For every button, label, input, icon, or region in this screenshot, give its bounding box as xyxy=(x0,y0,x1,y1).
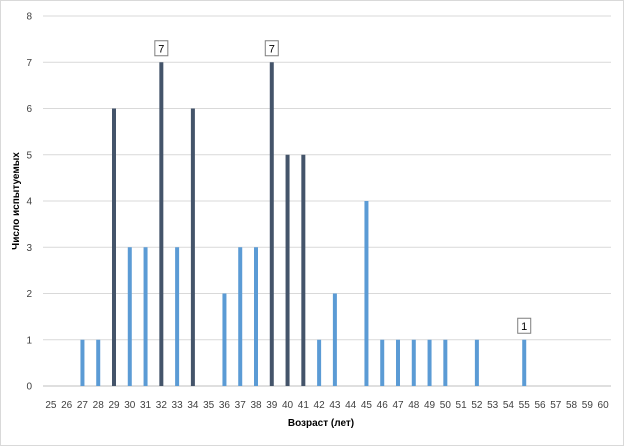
x-tick-label: 58 xyxy=(566,400,578,411)
bars xyxy=(80,62,527,386)
x-axis-title: Возраст (лет) xyxy=(288,418,354,429)
data-label: 7 xyxy=(264,40,279,57)
x-tick-label: 41 xyxy=(298,400,310,411)
y-tick-label: 0 xyxy=(26,382,32,393)
x-tick-label: 45 xyxy=(361,400,373,411)
x-tick-label: 28 xyxy=(93,400,105,411)
bar xyxy=(317,339,322,386)
x-tick-label: 26 xyxy=(61,400,73,411)
bar xyxy=(127,247,132,386)
gridlines xyxy=(43,15,611,387)
bar xyxy=(332,293,337,386)
bar xyxy=(175,247,180,386)
bar xyxy=(159,62,164,386)
data-label-text: 1 xyxy=(521,321,527,333)
x-tick-label: 31 xyxy=(140,400,152,411)
x-tick-label: 54 xyxy=(503,400,515,411)
bar xyxy=(143,247,148,386)
x-tick-label: 46 xyxy=(377,400,389,411)
x-tick-label: 25 xyxy=(45,400,57,411)
x-tick-label: 56 xyxy=(534,400,546,411)
x-tick-label: 57 xyxy=(550,400,562,411)
bar xyxy=(427,339,432,386)
x-tick-labels: 25 26 27 28 29 30 31 32 33 34 35 36 37 38 39 40 41 42 43 44… xyxy=(45,400,609,411)
data-label: 7 xyxy=(154,40,169,57)
data-label-box xyxy=(517,317,532,334)
x-tick-label: 40 xyxy=(282,400,294,411)
x-tick-label: 33 xyxy=(172,400,184,411)
bar xyxy=(301,154,306,386)
y-tick-label: 5 xyxy=(26,150,32,161)
x-tick-label: 38 xyxy=(250,400,262,411)
bar xyxy=(112,108,116,386)
data-label-box xyxy=(154,40,169,57)
data-label-box xyxy=(264,40,279,57)
bar xyxy=(396,339,400,386)
bar xyxy=(380,339,385,386)
x-tick-label: 27 xyxy=(77,400,89,411)
x-tick-label: 51 xyxy=(456,400,468,411)
y-tick-label: 6 xyxy=(26,104,32,115)
x-tick-label: 39 xyxy=(266,400,278,411)
x-tick-label: 30 xyxy=(124,400,136,411)
y-tick-label: 1 xyxy=(26,335,32,346)
bar xyxy=(190,108,195,386)
x-tick-label: 43 xyxy=(329,400,341,411)
data-label-text: 7 xyxy=(269,43,275,55)
x-tick-label: 53 xyxy=(487,400,499,411)
y-tick-label: 3 xyxy=(26,243,32,254)
x-tick-label: 44 xyxy=(345,400,357,411)
y-tick-label: 7 xyxy=(26,58,32,69)
bar xyxy=(522,339,527,386)
x-tick-label: 29 xyxy=(108,400,120,411)
bar xyxy=(364,201,369,386)
bar xyxy=(411,339,416,386)
bar xyxy=(238,247,243,386)
x-tick-label: 59 xyxy=(582,400,594,411)
x-tick-label: 52 xyxy=(471,400,483,411)
x-tick-label: 36 xyxy=(219,400,231,411)
bar xyxy=(254,247,258,386)
x-tick-label: 34 xyxy=(187,400,199,411)
y-tick-labels: 0 1 2 3 4 5 6 7 8 xyxy=(26,12,32,393)
x-tick-label: 55 xyxy=(519,400,531,411)
x-tick-label: 49 xyxy=(424,400,436,411)
x-tick-label: 48 xyxy=(408,400,420,411)
data-label-text: 7 xyxy=(158,43,164,55)
x-tick-label: 42 xyxy=(314,400,326,411)
y-axis-title: Число испытуемых xyxy=(11,152,22,250)
x-tick-label: 47 xyxy=(392,400,404,411)
x-tick-label: 50 xyxy=(440,400,452,411)
y-tick-label: 2 xyxy=(26,289,32,300)
bar xyxy=(443,339,448,386)
bar xyxy=(269,62,274,386)
bar xyxy=(96,339,101,386)
x-tick-label: 35 xyxy=(203,400,215,411)
y-tick-label: 4 xyxy=(26,197,32,208)
bar xyxy=(80,339,85,386)
bar xyxy=(474,339,479,386)
data-label: 1 xyxy=(517,317,532,334)
x-tick-label: 32 xyxy=(156,400,168,411)
data-labels: 7 7 1 xyxy=(154,40,532,334)
x-tick-label: 37 xyxy=(235,400,247,411)
bar xyxy=(222,293,227,386)
bar xyxy=(285,154,290,386)
y-tick-label: 8 xyxy=(26,12,32,23)
x-tick-label: 60 xyxy=(598,400,610,411)
